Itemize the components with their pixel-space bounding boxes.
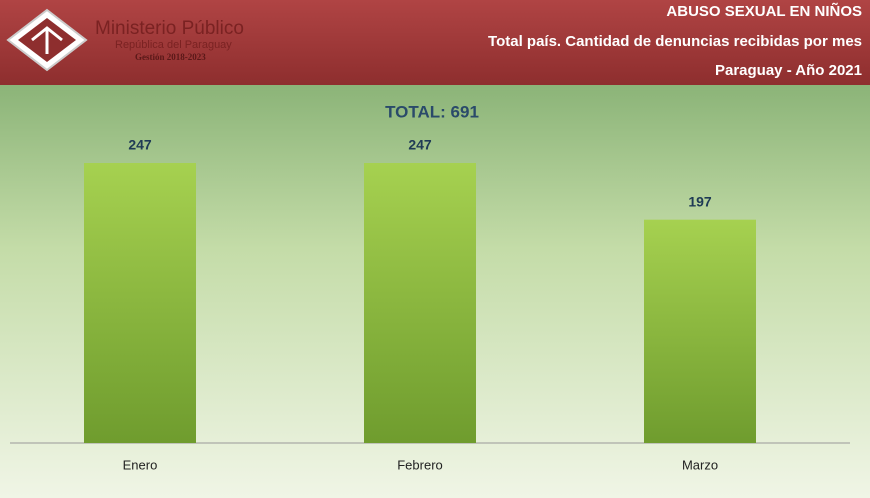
org-sub: República del Paraguay — [115, 39, 232, 51]
value-label: 247 — [408, 137, 432, 153]
org-term: Gestión 2018-2023 — [135, 52, 206, 62]
org-name: Ministerio Público — [95, 18, 244, 39]
x-tick-label: Enero — [123, 457, 158, 472]
bar — [364, 163, 476, 443]
annotation: TOTAL: 691 — [385, 102, 479, 121]
chart-subtitle: Total país. Cantidad de denuncias recibi… — [488, 33, 862, 50]
chart-subtitle: Paraguay - Año 2021 — [715, 62, 862, 79]
x-tick-label: Febrero — [397, 457, 443, 472]
logo — [6, 8, 88, 72]
x-tick-label: Marzo — [682, 457, 718, 472]
chart-title: ABUSO SEXUAL EN NIÑOS — [666, 2, 862, 20]
bar — [84, 163, 196, 443]
bar — [644, 219, 756, 443]
header — [0, 0, 870, 85]
value-label: 197 — [688, 193, 712, 209]
value-label: 247 — [128, 137, 152, 153]
